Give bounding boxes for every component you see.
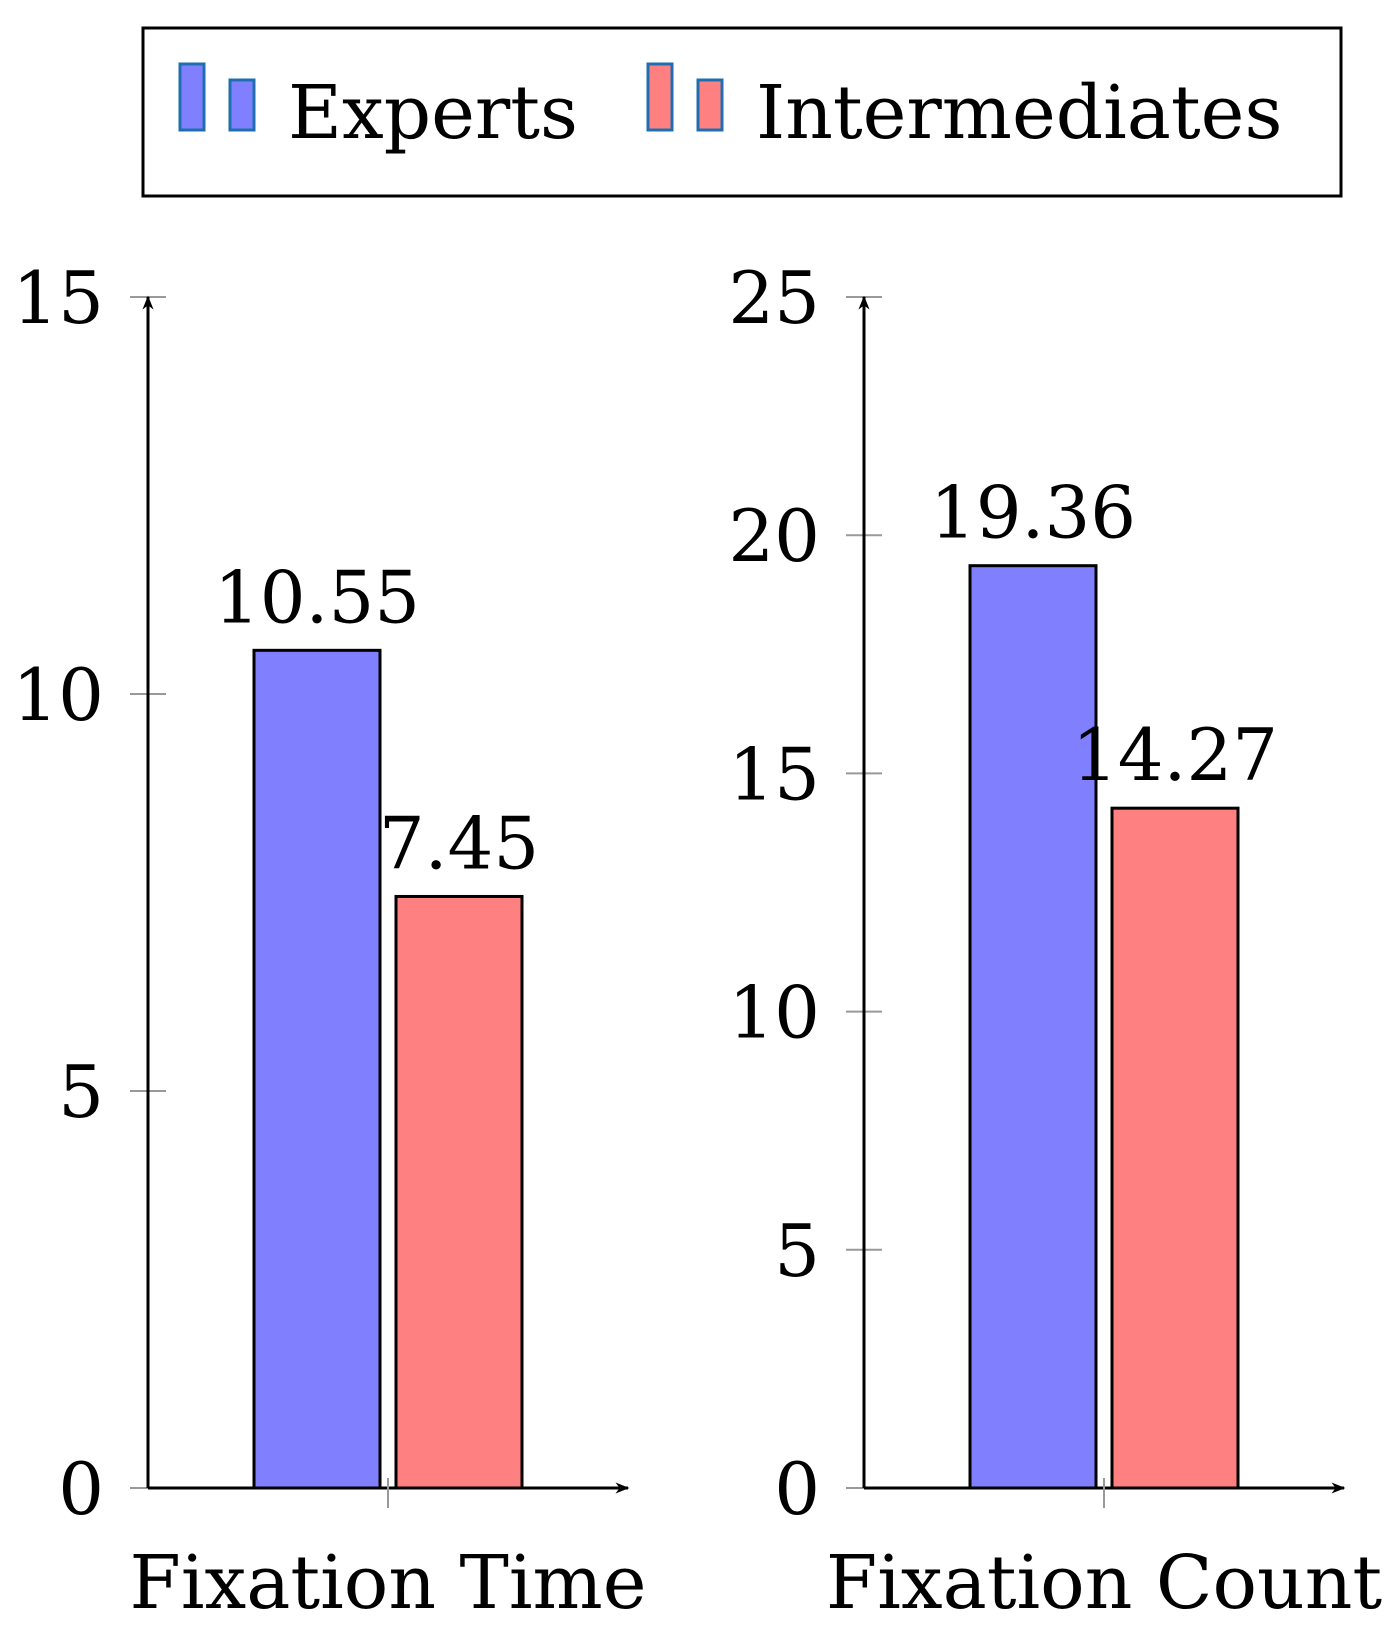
- x-category-label-fixation-count: Fixation Count: [826, 1540, 1382, 1626]
- bar-experts: [968, 564, 1098, 1490]
- y-tick-label: 0: [774, 1447, 820, 1531]
- y-tick-label: 15: [728, 732, 820, 816]
- y-tick-label: 10: [728, 971, 820, 1055]
- legend-swatch-experts-1: [178, 62, 206, 132]
- legend-swatch-experts-2: [228, 78, 256, 132]
- data-label-experts: 10.55: [214, 555, 420, 639]
- y-tick-label: 20: [728, 494, 820, 578]
- y-tick-label: 0: [58, 1447, 104, 1531]
- bar-experts: [252, 648, 382, 1490]
- bars: 10.55 7.45: [214, 555, 539, 1490]
- data-label-intermediates: 14.27: [1072, 713, 1278, 797]
- y-axis-ticks: 0 5 10 15 20 25: [728, 256, 882, 1531]
- y-tick-label: 5: [774, 1209, 820, 1293]
- legend: Experts Intermediates: [141, 26, 1343, 198]
- data-label-experts: 19.36: [930, 471, 1136, 555]
- legend-box: [141, 26, 1343, 198]
- y-tick-label: 25: [728, 256, 820, 340]
- bar-intermediates: [394, 894, 524, 1490]
- y-axis-ticks: 0 5 10 15: [12, 256, 166, 1531]
- y-tick-label: 10: [12, 653, 104, 737]
- legend-label-intermediates: Intermediates: [756, 70, 1282, 156]
- chart-panel-fixation-time: 0 5 10 15 10.55 7.45 Fixation Time: [12, 256, 646, 1626]
- y-tick-label: 5: [58, 1050, 104, 1134]
- legend-swatch-intermediates-1: [646, 62, 674, 132]
- legend-swatch-intermediates-2: [696, 78, 724, 132]
- x-category-label-fixation-time: Fixation Time: [130, 1540, 647, 1626]
- y-tick-label: 15: [12, 256, 104, 340]
- bars: 19.36 14.27: [930, 471, 1278, 1490]
- bar-intermediates: [1110, 806, 1240, 1490]
- data-label-intermediates: 7.45: [379, 801, 539, 885]
- legend-label-experts: Experts: [288, 70, 578, 156]
- chart-panel-fixation-count: 0 5 10 15 20 25 19.36 14.27 Fixation Count: [728, 256, 1382, 1626]
